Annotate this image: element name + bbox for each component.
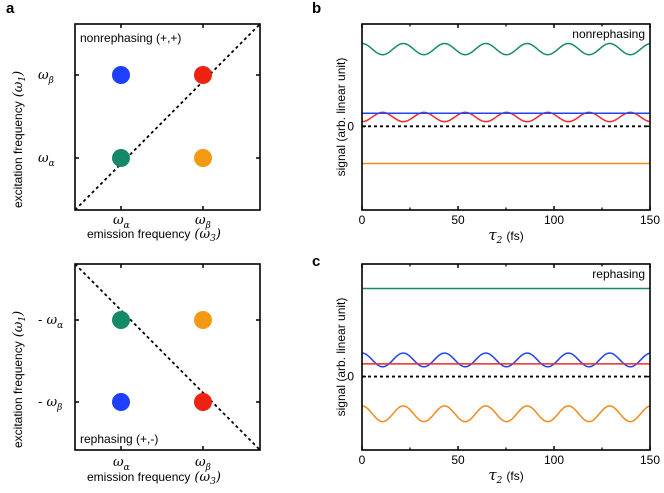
ytick-neg-omega-alpha: - ωα	[38, 313, 63, 331]
ytick-omega-beta: ωβ	[38, 68, 54, 86]
x-axis-label: emission frequency (ω3)	[87, 227, 221, 244]
series-green-line	[361, 42, 651, 56]
plot-frame	[361, 23, 651, 211]
xtick-omega-beta: ωβ	[195, 213, 211, 231]
antidiagonal-line	[74, 263, 261, 451]
plot-title: nonrephasing	[572, 27, 645, 41]
x-tick-label: 50	[451, 213, 465, 227]
xtick-omega-beta: ωβ	[195, 455, 211, 473]
x-tick-label: 50	[451, 453, 465, 467]
series-red-line	[361, 111, 651, 123]
x-tick-label: 150	[640, 453, 660, 467]
series-orange-line	[361, 405, 651, 423]
x-axis-label: τ2 (fs)	[488, 226, 523, 246]
series-blue-line	[361, 352, 651, 368]
y-tick-label: 0	[347, 119, 354, 133]
peak-orange	[194, 311, 212, 329]
x-tick-label: 100	[544, 453, 564, 467]
panel-a-bottom: rephasing (+,-) - ωα - ωβ ωα ωβ emission…	[11, 263, 261, 487]
x-axis-label: τ2 (fs)	[488, 466, 523, 486]
y-axis-label: excitation frequency(ω1)	[11, 311, 28, 448]
peak-blue	[112, 393, 130, 411]
x-tick-label: 150	[640, 213, 660, 227]
peak-red	[194, 393, 212, 411]
peak-red	[194, 66, 212, 84]
y-axis-label: signal (arb. linear unit)	[334, 298, 348, 417]
x-tick-label: 100	[544, 213, 564, 227]
panel-letter-a: a	[6, 0, 15, 17]
y-axis-label: excitation frequency(ω1)	[11, 71, 28, 208]
panel-a-top-frame	[74, 23, 261, 211]
chart-b: b 0 50 100 150 0 nonrephasing τ2 (fs) signal (arb…	[312, 0, 660, 246]
panel-a-bottom-frame	[74, 263, 261, 451]
x-tick-label: 0	[359, 213, 366, 227]
peak-orange	[194, 149, 212, 167]
peak-green	[112, 311, 130, 329]
diagonal-line	[74, 23, 261, 211]
rephasing-label: rephasing (+,-)	[80, 432, 158, 446]
nonrephasing-label: nonrephasing (+,+)	[80, 31, 181, 45]
x-tick-label: 0	[359, 453, 366, 467]
y-axis-label: signal (arb. linear unit)	[334, 58, 348, 177]
panel-a-top: nonrephasing (+,+) ωβ ωα ωα ωβ emission …	[11, 23, 261, 244]
x-axis-label: emission frequency (ω3)	[87, 470, 221, 487]
ytick-omega-alpha: ωα	[38, 151, 55, 169]
ytick-neg-omega-beta: - ωβ	[38, 395, 62, 413]
peak-green	[112, 149, 130, 167]
panel-letter-b: b	[312, 0, 321, 17]
xtick-omega-alpha: ωα	[113, 455, 130, 473]
peak-blue	[112, 66, 130, 84]
y-tick-label: 0	[347, 370, 354, 384]
chart-c: c 0 50 100 150 0 rephasing τ2 (fs) signal (arb. l…	[312, 253, 660, 486]
plot-title: rephasing	[592, 267, 645, 281]
panel-letter-c: c	[312, 253, 320, 270]
xtick-omega-alpha: ωα	[113, 213, 130, 231]
